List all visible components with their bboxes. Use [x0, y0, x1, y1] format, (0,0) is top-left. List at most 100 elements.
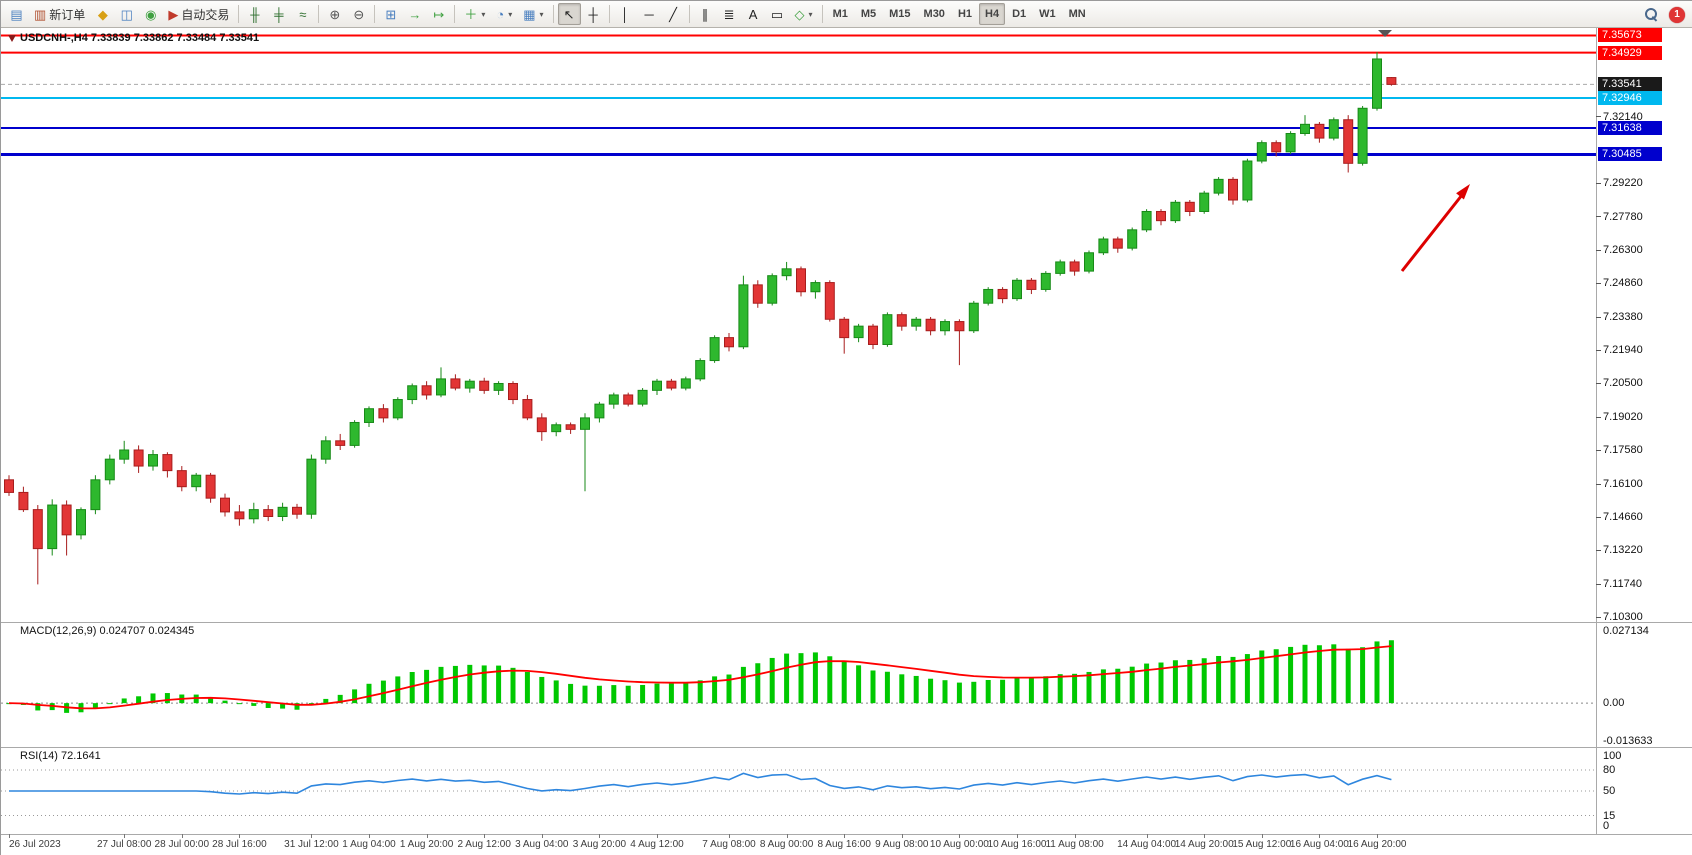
crosshair-button[interactable]: ┼ [582, 3, 605, 25]
time-tick-mark [426, 834, 428, 838]
macd-histogram-bar [712, 676, 718, 704]
vertical-line-icon: │ [620, 6, 630, 22]
candlestick-chart-button[interactable]: ╪ [267, 3, 290, 25]
candle-body [263, 509, 274, 518]
timeframe-m5-button[interactable]: M5 [855, 3, 882, 25]
zoom-out-button[interactable]: ⊖ [347, 3, 370, 25]
vertical-line-button[interactable]: │ [614, 3, 637, 25]
candle-body [1199, 192, 1210, 212]
macd-chart[interactable] [1, 623, 1596, 747]
pane-separator[interactable] [1, 622, 1692, 623]
macd-histogram-bar [107, 703, 113, 705]
time-axis-label: 3 Aug 20:00 [572, 839, 627, 850]
toolbar-separator [608, 5, 610, 23]
price-axis-label: 7.10300 [1603, 611, 1643, 624]
timeframe-h4-button[interactable]: H4 [979, 3, 1006, 25]
timeframe-m15-button[interactable]: M15 [883, 3, 916, 25]
indicators-button[interactable]: ＋ ▾ [459, 3, 490, 25]
candle-body [349, 421, 360, 446]
new-chart-icon: ▤ [10, 6, 23, 22]
macd-histogram-bar [769, 657, 775, 704]
price-axis-label: 7.23380 [1603, 311, 1643, 324]
price-tick-mark [1596, 382, 1601, 384]
candle-body [1372, 58, 1382, 109]
notification-badge[interactable]: 1 [1669, 6, 1685, 23]
timeframe-mn-button[interactable]: MN [1063, 3, 1092, 25]
candle-body [954, 321, 965, 332]
macd-histogram-bar [956, 682, 962, 704]
label-button[interactable]: ▭ [766, 3, 789, 25]
ohlc-bars-icon: ╫ [250, 6, 260, 22]
macd-histogram-bar [841, 661, 847, 704]
new-order-button[interactable]: ▥ 新订单 [29, 3, 90, 25]
rsi-axis-label: 0 [1603, 820, 1610, 832]
price-tick-mark [1596, 249, 1601, 251]
chart-shift-button[interactable]: ↦ [427, 3, 450, 25]
candle-body [839, 318, 850, 339]
line-chart-button[interactable]: ≈ [291, 3, 314, 25]
time-tick-mark [541, 834, 543, 838]
macd-histogram-bar [1273, 649, 1279, 704]
fibonacci-button[interactable]: ≣ [718, 3, 741, 25]
auto-scroll-button[interactable]: → [403, 3, 426, 25]
candle-body [882, 314, 893, 345]
candle-body [248, 509, 259, 520]
price-chart[interactable] [1, 28, 1596, 622]
candle-body [1026, 279, 1037, 290]
rsi-line [9, 772, 1392, 795]
time-tick-mark [9, 834, 10, 838]
chart-shift-marker-icon[interactable] [1378, 30, 1392, 37]
candle-body [464, 380, 475, 389]
shapes-button[interactable]: ◇ ▾ [790, 3, 818, 25]
rsi-chart[interactable] [1, 748, 1596, 834]
cursor-button[interactable]: ↖ [557, 3, 581, 25]
candle-body [968, 302, 979, 332]
macd-histogram-bar [654, 683, 660, 704]
macd-axis-label: -0.013633 [1603, 735, 1653, 747]
time-tick-mark [1319, 834, 1321, 838]
auto-trading-button[interactable]: ▶ 自动交易 [163, 3, 234, 25]
horizontal-line-button[interactable]: ─ [638, 3, 661, 25]
timeframe-h1-button[interactable]: H1 [952, 3, 978, 25]
timeframe-w1-button[interactable]: W1 [1033, 3, 1062, 25]
text-button[interactable]: A [742, 3, 765, 25]
macd-histogram-bar [640, 684, 646, 704]
time-tick-mark [311, 834, 313, 838]
macd-indicator-label: MACD(12,26,9) 0.024707 0.024345 [20, 625, 195, 637]
trend-arrow[interactable] [1400, 184, 1470, 272]
toolbar: ▤ ▥ 新订单 ◆ ◫ ◉ ▶ 自动交易 ╫ ╪ ≈ ⊕ ⊖ ⊞ → ↦ ＋ ▾ ◔ ▾ ▦ ▾ ↖ ┼ │ ─ ╱ ∥ ≣ A ▭ ◇ ▾ M1… [1, 1, 1692, 28]
metaeditor-button[interactable]: ◆ [91, 3, 114, 25]
help-button[interactable]: ◉ [139, 3, 162, 25]
market-watch-button[interactable]: ◫ [115, 3, 138, 25]
price-tick-mark [1596, 416, 1601, 418]
candle-body [652, 380, 662, 391]
templates-button[interactable]: ▦ ▾ [518, 3, 548, 25]
candle-body [1170, 201, 1181, 222]
tile-windows-button[interactable]: ⊞ [379, 3, 402, 25]
macd-histogram-bar [438, 666, 444, 704]
timeframe-m1-button[interactable]: M1 [827, 3, 854, 25]
search-button[interactable] [1640, 4, 1663, 26]
bar-chart-button[interactable]: ╫ [243, 3, 266, 25]
toolbar-separator [318, 5, 320, 23]
timeframe-m30-button[interactable]: M30 [918, 3, 951, 25]
macd-histogram-bar [1028, 677, 1034, 704]
price-tick-mark [1596, 516, 1601, 518]
zoom-in-button[interactable]: ⊕ [323, 3, 346, 25]
candle-body [1285, 132, 1296, 153]
chart-window[interactable]: USDCNH-,H4 7.33839 7.33862 7.33484 7.335… [1, 28, 1692, 855]
trend-arrow-shaft [1400, 194, 1464, 272]
time-tick-mark [901, 834, 903, 838]
time-axis-label: 8 Aug 00:00 [759, 839, 814, 850]
time-tick-mark [239, 834, 241, 838]
macd-histogram-bar [524, 671, 530, 704]
timeframe-d1-button[interactable]: D1 [1006, 3, 1032, 25]
market-watch-icon: ◫ [120, 6, 133, 22]
candle-body [1156, 210, 1166, 222]
new-chart-button[interactable]: ▤ [5, 3, 28, 25]
trendline-button[interactable]: ╱ [662, 3, 685, 25]
macd-histogram-bar [136, 696, 142, 704]
pane-separator[interactable] [1, 747, 1692, 748]
channel-button[interactable]: ∥ [694, 3, 717, 25]
periods-button[interactable]: ◔ ▾ [491, 3, 517, 25]
